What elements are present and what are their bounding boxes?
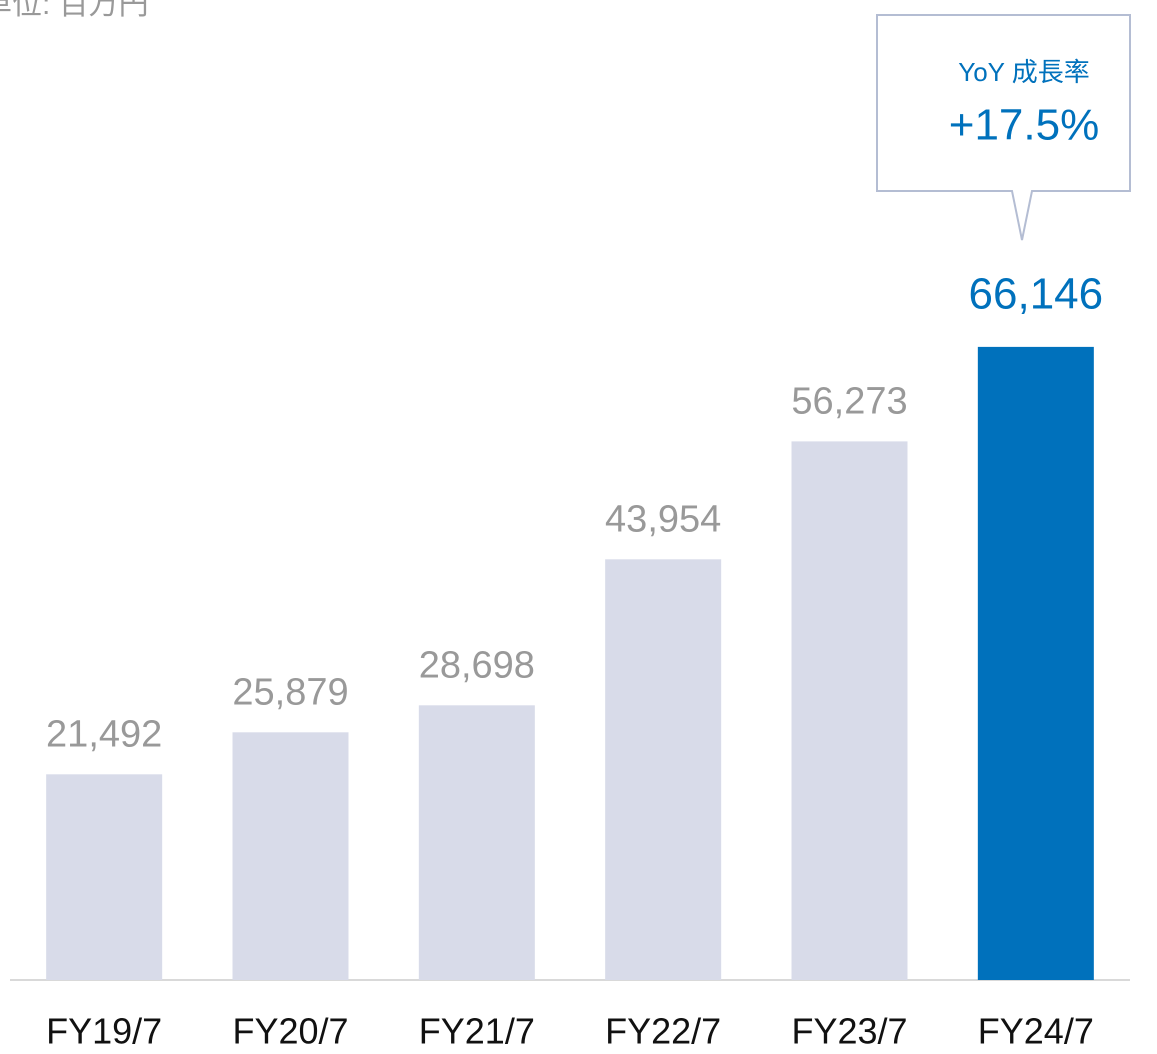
x-tick-label: FY22/7: [605, 1011, 721, 1052]
x-tick-label: FY19/7: [46, 1011, 162, 1052]
callout-value: +17.5%: [949, 101, 1099, 150]
value-label: 28,698: [419, 644, 535, 686]
bar: [791, 441, 908, 981]
value-label: 21,492: [46, 713, 162, 755]
chart-title: 単位: 百万円: [0, 0, 149, 21]
value-label: 25,879: [232, 671, 348, 713]
bar: [46, 774, 163, 980]
callout-box: [876, 14, 1131, 241]
value-label: 56,273: [791, 380, 907, 422]
value-label: 66,146: [969, 270, 1104, 319]
x-tick-label: FY23/7: [791, 1011, 907, 1052]
value-label: 43,954: [605, 498, 721, 540]
x-tick-label: FY21/7: [419, 1011, 535, 1052]
bar: [977, 346, 1094, 980]
x-tick-label: FY20/7: [232, 1011, 348, 1052]
bar: [605, 559, 722, 980]
x-tick-label: FY24/7: [978, 1011, 1094, 1052]
bar: [418, 705, 535, 980]
bar: [232, 732, 349, 980]
callout-title: YoY 成長率: [958, 57, 1090, 87]
